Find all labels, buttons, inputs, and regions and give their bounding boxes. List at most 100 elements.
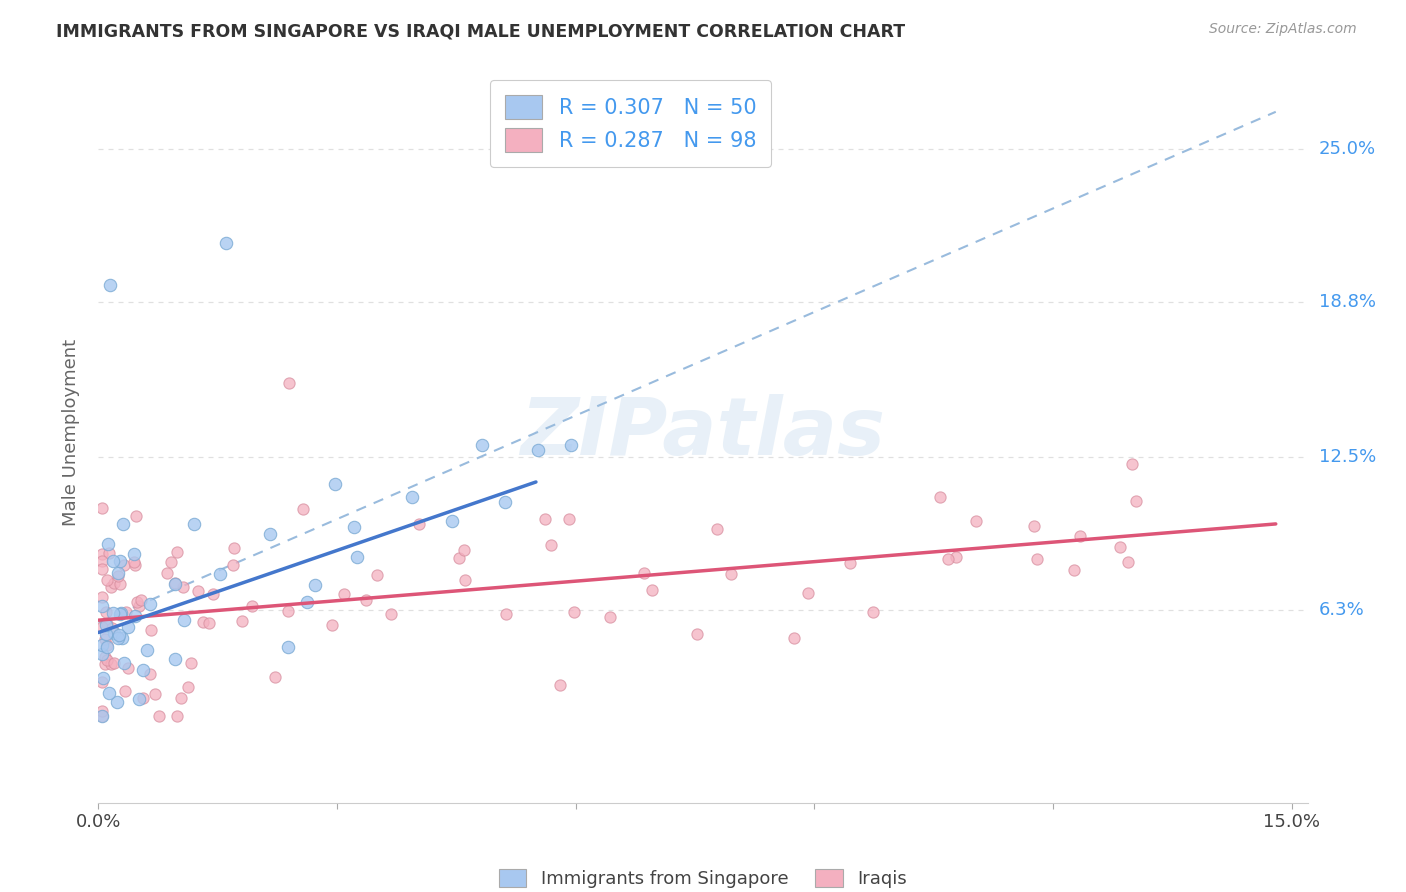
Point <box>139 667 162 681</box>
Point <box>94 657 117 671</box>
Point <box>495 607 517 622</box>
Point <box>176 680 198 694</box>
Point <box>183 517 205 532</box>
Point <box>354 593 377 607</box>
Point <box>686 626 709 640</box>
Point <box>366 568 388 582</box>
Point <box>641 583 664 598</box>
Point <box>321 617 343 632</box>
Point <box>91 638 114 652</box>
Point <box>224 541 246 556</box>
Point <box>231 614 253 628</box>
Point <box>440 514 463 528</box>
Point <box>100 622 122 636</box>
Point <box>408 517 430 532</box>
Point <box>346 550 368 565</box>
Point <box>548 678 571 692</box>
Point <box>562 605 585 619</box>
Point <box>797 586 820 600</box>
Point <box>91 554 114 568</box>
Point <box>278 376 301 391</box>
Point <box>139 623 162 637</box>
Point <box>291 501 314 516</box>
Point <box>401 490 423 504</box>
Point <box>1108 540 1130 554</box>
Text: 12.5%: 12.5% <box>1319 449 1376 467</box>
Point <box>222 558 245 572</box>
Point <box>263 670 285 684</box>
Point <box>112 517 135 532</box>
Point <box>94 618 117 632</box>
Point <box>112 657 135 671</box>
Point <box>453 542 475 557</box>
Point <box>1026 551 1049 566</box>
Point <box>929 490 952 504</box>
Point <box>215 235 238 250</box>
Text: 18.8%: 18.8% <box>1319 293 1375 310</box>
Point <box>1024 519 1046 533</box>
Point <box>166 709 188 723</box>
Point <box>97 546 120 560</box>
Text: ZIPatlas: ZIPatlas <box>520 393 886 472</box>
Point <box>128 599 150 614</box>
Point <box>1069 529 1091 543</box>
Point <box>125 595 148 609</box>
Point <box>91 674 114 689</box>
Point <box>91 709 114 723</box>
Point <box>91 648 114 662</box>
Point <box>156 566 179 581</box>
Point <box>160 555 183 569</box>
Point <box>599 610 621 624</box>
Point <box>169 690 191 705</box>
Point <box>706 522 728 536</box>
Text: 6.3%: 6.3% <box>1319 601 1364 619</box>
Text: 25.0%: 25.0% <box>1319 140 1376 158</box>
Point <box>110 606 132 620</box>
Point <box>124 558 146 572</box>
Point <box>783 631 806 645</box>
Point <box>198 616 221 631</box>
Point <box>533 512 555 526</box>
Point <box>91 591 114 605</box>
Point <box>139 597 162 611</box>
Point <box>343 520 366 534</box>
Point <box>163 576 186 591</box>
Point <box>945 550 967 565</box>
Point <box>558 511 581 525</box>
Point <box>105 695 128 709</box>
Point <box>122 547 145 561</box>
Point <box>96 653 118 667</box>
Point <box>96 640 118 654</box>
Point <box>124 608 146 623</box>
Point <box>560 438 582 452</box>
Point <box>240 599 263 613</box>
Point <box>163 652 186 666</box>
Point <box>1125 494 1147 508</box>
Point <box>103 626 125 640</box>
Point <box>295 595 318 609</box>
Point <box>208 567 231 582</box>
Point <box>323 476 346 491</box>
Point <box>201 587 224 601</box>
Point <box>720 567 742 582</box>
Point <box>131 663 153 677</box>
Point <box>91 704 114 718</box>
Point <box>108 554 131 568</box>
Point <box>97 537 120 551</box>
Point <box>96 573 118 587</box>
Point <box>115 605 138 619</box>
Point <box>101 606 124 620</box>
Point <box>96 617 118 632</box>
Point <box>114 558 136 572</box>
Point <box>94 650 117 665</box>
Point <box>107 566 129 580</box>
Point <box>91 599 114 613</box>
Point <box>470 438 492 452</box>
Point <box>380 607 402 622</box>
Point <box>277 605 299 619</box>
Point <box>107 568 129 582</box>
Point <box>94 605 117 619</box>
Point <box>1116 556 1139 570</box>
Point <box>143 687 166 701</box>
Point <box>148 708 170 723</box>
